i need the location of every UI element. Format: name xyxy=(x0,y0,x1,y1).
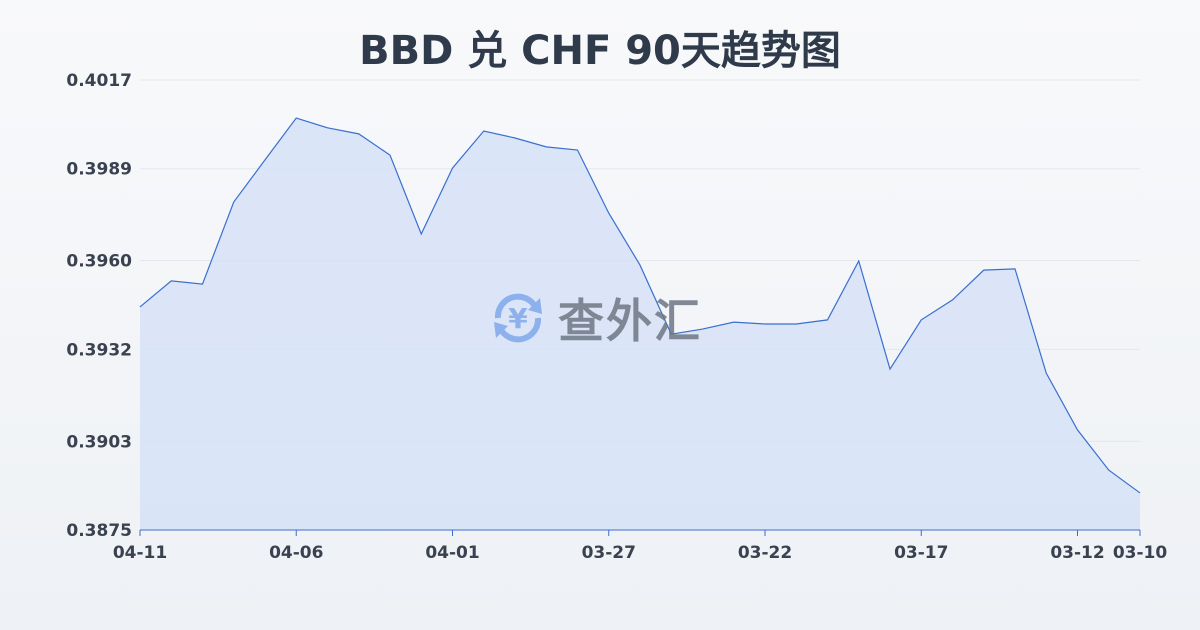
x-tick-label: 04-01 xyxy=(425,543,479,563)
area-fill xyxy=(140,118,1140,530)
x-tick-label: 03-10 xyxy=(1113,543,1168,563)
yen-exchange-icon: ¥ xyxy=(494,293,542,343)
y-tick-label: 0.4017 xyxy=(66,71,132,91)
y-tick-label: 0.3875 xyxy=(66,521,132,541)
y-tick-label: 0.3960 xyxy=(66,252,132,272)
y-tick-label: 0.3932 xyxy=(66,340,132,360)
x-tick-label: 03-27 xyxy=(582,543,636,563)
svg-text:¥: ¥ xyxy=(508,302,528,335)
x-tick-label: 03-17 xyxy=(894,543,948,563)
chart-title: BBD 兑 CHF 90天趋势图 xyxy=(359,28,841,74)
watermark: ¥ 查外汇 xyxy=(488,285,702,351)
x-tick-label: 03-22 xyxy=(738,543,792,563)
x-tick-label: 04-06 xyxy=(269,543,323,563)
watermark-text: 查外汇 xyxy=(558,294,702,348)
y-tick-label: 0.3903 xyxy=(66,432,132,452)
x-tick-label: 04-11 xyxy=(113,543,167,563)
y-tick-label: 0.3989 xyxy=(66,160,132,180)
x-tick-label: 03-12 xyxy=(1050,543,1104,563)
